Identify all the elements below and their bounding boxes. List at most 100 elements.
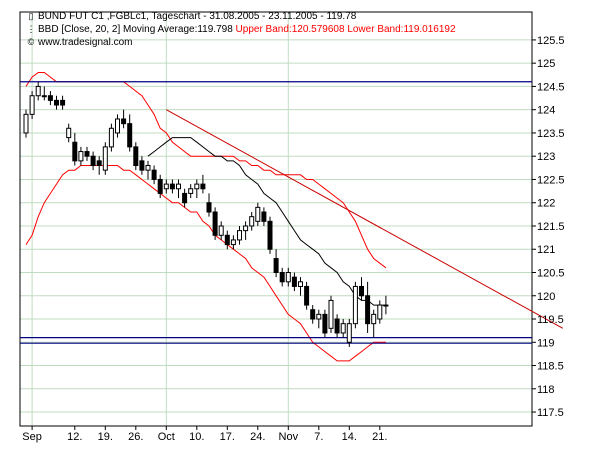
candle (96, 156, 102, 175)
y-tick-label: 121 (537, 244, 555, 256)
candle-body (237, 230, 242, 241)
candle (115, 114, 120, 138)
upper-band-line (25, 72, 387, 269)
moving-average-line (147, 137, 386, 306)
candle-body (206, 202, 212, 213)
candle (163, 179, 169, 194)
candle-body (41, 95, 47, 98)
candle-body (72, 141, 78, 162)
candle (47, 91, 53, 106)
candle (371, 309, 377, 338)
candle (237, 225, 242, 245)
candle-body (352, 285, 358, 325)
header-line-3: © www.tradesignal.com (26, 36, 133, 49)
candle-body (145, 165, 151, 171)
y-tick-label: 123.5 (537, 128, 565, 140)
upper-band-label: Upper Band:120.579608 (235, 24, 345, 35)
candle-body (194, 183, 200, 190)
candle (261, 207, 267, 226)
candle (102, 142, 108, 175)
candle (176, 179, 181, 199)
candle (285, 267, 291, 287)
candle-body (169, 183, 175, 190)
candle (194, 179, 200, 199)
header-line-1: ▯ BUND FUT C1 ,FGBLc1, Tageschart - 31.08… (26, 10, 357, 23)
candle-body (285, 271, 291, 283)
candle (249, 212, 255, 231)
x-tick-label: 21. (372, 431, 387, 443)
candle-body (84, 151, 90, 157)
candle (60, 95, 66, 110)
candle (157, 174, 163, 199)
candle (224, 230, 230, 250)
candle (328, 295, 334, 333)
candle (151, 165, 157, 185)
candle (340, 319, 346, 338)
source-label: www.tradesignal.com (38, 37, 133, 48)
x-tick-label: Sep (22, 431, 42, 443)
candle-body (29, 95, 35, 115)
candle-body (383, 304, 389, 307)
candle-body (279, 271, 285, 283)
candle-body (365, 295, 371, 325)
candle (121, 109, 127, 129)
candle (273, 249, 279, 278)
candle-body (273, 258, 279, 273)
candle-body (200, 183, 206, 190)
candle (145, 160, 151, 180)
y-tick-label: 122.5 (537, 174, 565, 186)
candle (322, 309, 328, 338)
candle (377, 300, 383, 324)
bollinger-bands (25, 72, 564, 362)
candle (182, 188, 188, 208)
y-tick-label: 125.5 (537, 35, 565, 47)
candle (316, 309, 322, 329)
candle (365, 281, 371, 333)
downtrend-line (166, 109, 564, 329)
candle (66, 123, 72, 143)
candle-body (127, 123, 133, 148)
candle-body (334, 318, 340, 334)
y-tick-label: 120.5 (537, 267, 565, 279)
candle (127, 114, 133, 152)
candle-body (157, 178, 163, 194)
candle-body (304, 285, 310, 306)
candle-body (176, 183, 181, 190)
candle-body (90, 155, 96, 167)
candle-body (243, 225, 249, 232)
candle-body (163, 183, 169, 190)
candle (310, 305, 316, 324)
candle-body (255, 206, 261, 222)
x-tick-label: 19. (98, 431, 113, 443)
candle-body (108, 127, 114, 148)
candle-body (35, 85, 41, 97)
candle (334, 314, 340, 338)
y-tick-label: 118 (537, 384, 555, 396)
candle (84, 146, 90, 161)
candle-body (316, 313, 322, 320)
candle-body (371, 313, 377, 325)
y-tick-label: 124 (537, 105, 555, 117)
copyright-icon: © (27, 37, 35, 47)
candle (304, 281, 310, 310)
candle (212, 207, 218, 240)
x-tick-label: 14. (342, 431, 357, 443)
candle-body (230, 239, 236, 246)
candle (29, 91, 35, 119)
lower-band-line (25, 165, 386, 362)
candle (133, 142, 139, 171)
candle-body (346, 323, 352, 343)
y-tick-label: 124.5 (537, 81, 565, 93)
candle (352, 281, 358, 329)
candle (41, 86, 47, 101)
candle-body (261, 211, 267, 222)
bollinger-icon: ⋮ (26, 24, 36, 34)
y-tick-label: 119.5 (537, 314, 564, 326)
y-tick-label: 125 (537, 58, 555, 70)
candle (78, 146, 84, 166)
candle-body (218, 225, 224, 236)
candle-body (23, 113, 29, 134)
y-tick-label: 119 (537, 337, 555, 349)
